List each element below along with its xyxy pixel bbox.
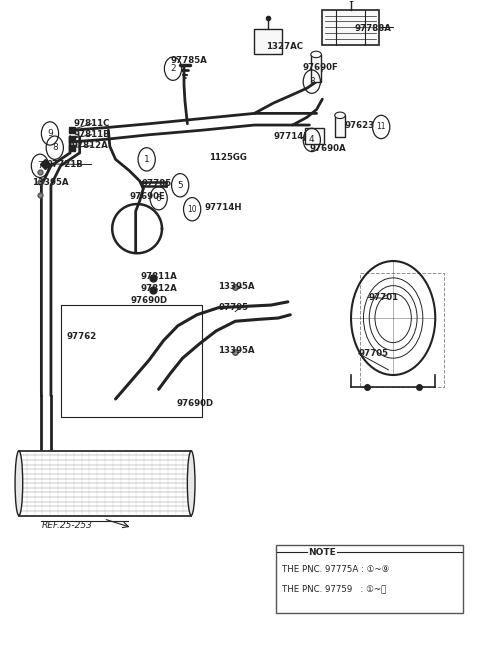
Text: 13395A: 13395A xyxy=(218,346,255,355)
Text: THE PNC. 97759   : ①~⑪: THE PNC. 97759 : ①~⑪ xyxy=(282,584,386,593)
Text: 97714J: 97714J xyxy=(274,132,307,141)
Text: 1327AC: 1327AC xyxy=(266,42,303,51)
Text: 97705: 97705 xyxy=(218,302,249,312)
Text: 10: 10 xyxy=(187,204,197,214)
Ellipse shape xyxy=(187,451,195,515)
Ellipse shape xyxy=(335,112,345,119)
Text: 9: 9 xyxy=(47,129,53,138)
Ellipse shape xyxy=(311,51,322,58)
Text: 97788A: 97788A xyxy=(355,24,392,33)
Text: 97690A: 97690A xyxy=(310,144,346,153)
Text: NOTE: NOTE xyxy=(309,548,336,557)
Text: 97812A: 97812A xyxy=(71,141,108,151)
Bar xyxy=(335,116,345,137)
Bar xyxy=(305,128,324,145)
Text: 97762: 97762 xyxy=(67,332,97,341)
Text: 7: 7 xyxy=(37,162,43,170)
Text: 97785: 97785 xyxy=(142,179,172,188)
Ellipse shape xyxy=(15,451,23,515)
Text: 97690E: 97690E xyxy=(130,191,166,201)
Text: 1: 1 xyxy=(144,155,150,164)
Text: 97690F: 97690F xyxy=(302,63,338,72)
Bar xyxy=(323,10,379,45)
Text: 8: 8 xyxy=(52,143,58,153)
Text: THE PNC. 97775A : ①~⑨: THE PNC. 97775A : ①~⑨ xyxy=(282,565,389,574)
Text: 4: 4 xyxy=(309,136,314,145)
Text: 97623: 97623 xyxy=(344,121,374,130)
Text: 2: 2 xyxy=(170,64,176,73)
Text: 11: 11 xyxy=(376,123,386,132)
Text: 3: 3 xyxy=(309,77,315,86)
Text: 97811A: 97811A xyxy=(141,272,177,281)
Text: 13395A: 13395A xyxy=(32,178,68,186)
Text: 5: 5 xyxy=(177,181,183,190)
Text: 13395A: 13395A xyxy=(218,282,255,291)
Bar xyxy=(254,29,282,54)
Text: 97690D: 97690D xyxy=(177,399,214,408)
Text: 97690D: 97690D xyxy=(131,296,168,305)
Bar xyxy=(19,451,191,515)
Text: 97812A: 97812A xyxy=(141,284,177,293)
Text: 1125GG: 1125GG xyxy=(209,153,247,162)
Text: REF.25-253: REF.25-253 xyxy=(41,520,92,530)
Text: 97785A: 97785A xyxy=(170,56,207,65)
Bar xyxy=(276,545,463,613)
Text: 97811B: 97811B xyxy=(73,130,110,140)
Text: 97714H: 97714H xyxy=(204,203,241,212)
Text: 97705: 97705 xyxy=(359,349,389,358)
Text: 6: 6 xyxy=(156,193,161,202)
Bar xyxy=(311,55,322,82)
Text: 97721B: 97721B xyxy=(46,160,83,169)
Text: 97701: 97701 xyxy=(368,293,398,302)
Text: 97811C: 97811C xyxy=(73,119,110,129)
